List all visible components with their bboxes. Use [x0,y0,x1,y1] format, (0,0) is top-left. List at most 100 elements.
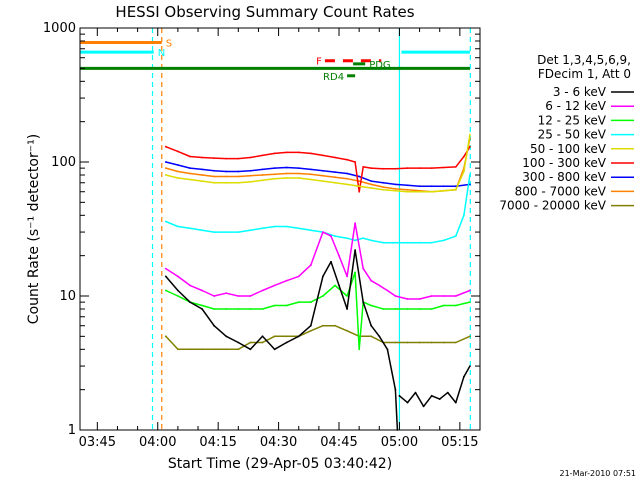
data-point [225,335,228,338]
data-point [261,308,264,310]
data-point [261,179,264,182]
data-point [406,341,409,344]
data-point [346,158,348,161]
data-point [273,177,276,180]
data-point [418,167,421,170]
data-point [469,335,471,338]
x-tick-label: 04:45 [320,435,357,450]
data-point [164,174,167,176]
data-point [273,225,276,228]
data-point [463,375,465,378]
data-point [177,150,179,153]
footer-timestamp: 21-Mar-2010 07:51 [560,469,637,478]
data-point [225,292,228,295]
data-point [297,227,300,230]
data-point [189,348,191,351]
data-point [273,167,276,170]
data-point [309,229,312,232]
data-point [469,133,471,136]
data-point [177,295,179,297]
data-point [394,189,397,192]
legend-item-label: 7000 - 20000 keV [499,199,606,213]
data-point [213,348,216,351]
data-point [382,186,385,189]
data-point [249,295,252,297]
data-point [322,324,324,327]
data-point [237,170,240,173]
data-point [406,190,409,193]
data-point [249,169,252,172]
legend-item-label: 50 - 100 keV [530,142,607,156]
data-point [249,181,252,183]
data-point [346,172,348,175]
y-tick-label: 100 [51,155,76,170]
data-point [346,183,348,186]
data-point [297,172,300,175]
data-point [430,167,433,170]
data-point [273,173,276,176]
data-point [189,178,191,181]
data-point [164,220,167,223]
data-point [454,341,457,344]
series-line [165,161,470,187]
legend-item-label: 6 - 12 keV [545,99,607,113]
data-point [346,275,348,278]
data-point [201,174,204,176]
data-point [249,308,252,310]
data-point [273,304,276,307]
data-point [418,185,421,188]
data-point [201,168,204,171]
data-point [249,174,252,177]
data-point [261,168,264,171]
data-point [273,284,276,287]
data-point [261,174,264,176]
data-point [201,156,204,159]
x-tick-label: 05:00 [381,435,418,450]
data-point [438,398,441,400]
data-point [285,341,288,344]
legend-item-label: 100 - 300 keV [522,156,606,170]
chart-title: HESSI Observing Summary Count Rates [115,3,414,21]
data-point [382,308,385,310]
data-point [201,229,204,232]
data-point [164,275,167,278]
y-tick-label: 1 [68,423,76,438]
data-point [297,275,300,278]
data-point [297,301,300,303]
x-tick-label: 04:15 [199,435,236,450]
data-point [164,335,167,338]
data-point [463,155,465,158]
data-point [322,275,324,278]
data-point [362,301,365,303]
series-line [165,271,471,351]
data-point [394,341,397,344]
data-point [309,301,312,303]
data-point [454,185,457,188]
data-point [213,169,216,172]
data-point [261,154,264,157]
series-line [165,324,471,351]
flag-label: PDG [369,60,390,71]
legend-header-line-1: Det 1,3,4,5,6,9, [537,53,631,67]
data-point [430,341,433,344]
data-point [358,190,361,193]
data-point [418,341,421,344]
data-point [418,298,421,300]
flag-label: S [166,38,172,49]
data-point [362,267,365,270]
data-point [346,295,348,297]
data-point [309,178,312,181]
data-point [454,166,457,168]
data-point [225,308,228,310]
data-point [442,295,445,297]
data-point [237,308,240,310]
data-point [354,161,356,163]
data-point [406,188,409,191]
data-point [334,171,336,174]
data-point [309,173,312,176]
data-point [213,181,216,184]
legend-item-label: 3 - 6 keV [553,85,607,99]
data-point [430,190,433,193]
data-point [414,391,417,394]
series-line [165,174,471,244]
